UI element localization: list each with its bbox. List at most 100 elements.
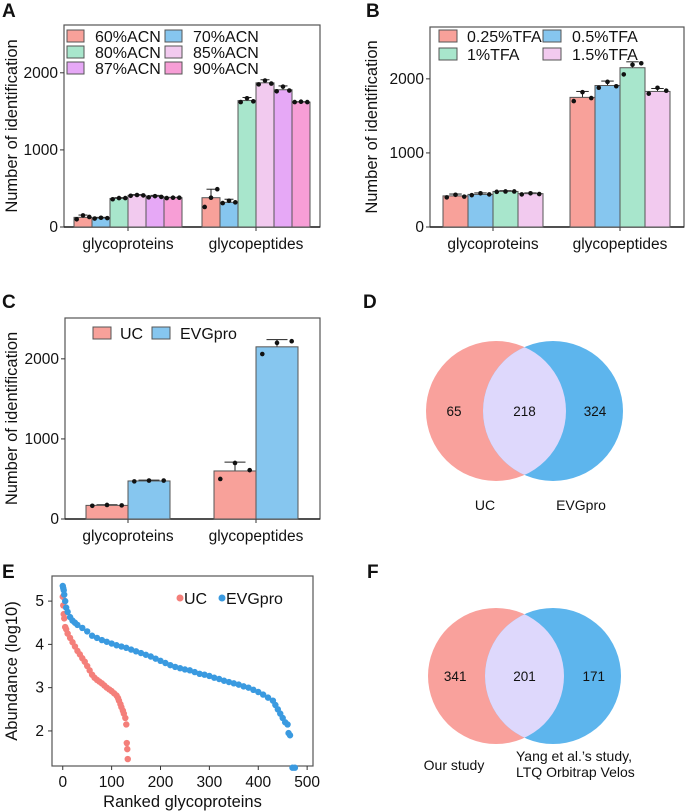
replicate-point: [80, 213, 86, 218]
replicate-point: [119, 503, 124, 508]
data-point: [118, 643, 125, 650]
venn-set-label: UC: [475, 497, 495, 513]
x-tick-label: 200: [148, 774, 174, 791]
replicate-point: [208, 195, 214, 201]
data-point: [61, 615, 68, 622]
replicate-point: [269, 81, 274, 86]
venn-count-right: 324: [584, 404, 607, 419]
replicate-point: [215, 186, 220, 192]
y-axis-label: Number of identification: [3, 332, 21, 505]
replicate-point: [605, 79, 610, 85]
replicate-point: [444, 195, 450, 200]
y-tick-label: 3: [35, 680, 44, 697]
data-point: [259, 691, 267, 698]
data-point: [142, 651, 150, 658]
replicate-point: [134, 192, 140, 198]
bar: [492, 190, 519, 228]
data-point: [225, 678, 233, 686]
legend-label: EVGpro: [180, 326, 237, 343]
chart-a: 0 1000 2000 glycoproteins glycopeptides Numbe…: [3, 24, 321, 253]
legend-label: 1%TFA: [467, 47, 520, 64]
replicate-point: [638, 60, 644, 66]
data-point: [113, 642, 120, 649]
replicate-point: [630, 62, 635, 68]
venn-f: 341 201 171 Our study Yang et al.’s study,LT…: [424, 608, 635, 780]
replicate-point: [511, 189, 517, 194]
bar: [109, 197, 129, 228]
replicate-point: [98, 215, 104, 221]
data-point: [147, 653, 154, 660]
data-point: [206, 672, 213, 680]
legend-swatch: [542, 29, 562, 43]
data-point: [108, 640, 115, 647]
replicate-point: [92, 216, 97, 221]
legend-marker: [176, 594, 184, 602]
replicate-point: [170, 195, 176, 201]
bar: [255, 82, 275, 228]
replicate-point: [146, 195, 151, 200]
replicate-point: [287, 88, 292, 93]
y-tick-label: 0: [50, 511, 59, 528]
bar: [127, 480, 171, 520]
y-axis-label: Number of identification: [363, 40, 381, 213]
data-point: [250, 686, 257, 694]
y-tick-label: 2000: [24, 65, 59, 82]
legend-label: 90%ACN: [193, 61, 259, 78]
legend-swatch: [92, 326, 112, 340]
replicate-point: [146, 478, 152, 483]
data-point: [186, 667, 194, 674]
replicate-point: [161, 478, 166, 483]
bar: [145, 196, 165, 228]
y-tick-label: 5: [35, 593, 44, 610]
data-point: [291, 764, 299, 771]
panel-label-a: A: [2, 1, 16, 22]
replicate-point: [274, 89, 280, 94]
y-tick-label: 4: [35, 636, 44, 653]
bar: [517, 193, 544, 228]
plot-frame: [51, 575, 314, 767]
legend-swatch: [438, 29, 458, 43]
replicate-point: [238, 99, 243, 105]
data-point: [167, 661, 174, 669]
panel-label-c: C: [2, 292, 16, 313]
legend-label: 0.5%TFA: [572, 29, 638, 46]
venn-set-label: EVGpro: [556, 497, 606, 513]
bar: [201, 197, 221, 228]
chart-b: 0 1000 2000 glycoproteins glycopeptides Numbe…: [363, 26, 685, 253]
bar: [273, 89, 293, 228]
x-tick-label: glycopeptides: [573, 236, 668, 253]
bar: [644, 90, 671, 228]
x-tick-label: glycoproteins: [82, 236, 174, 253]
x-tick-label: 100: [99, 774, 125, 791]
venn-overlap: [483, 341, 566, 481]
replicate-point: [110, 196, 115, 202]
replicate-point: [536, 191, 542, 197]
data-point: [122, 714, 129, 722]
data-point: [157, 657, 164, 665]
replicate-point: [256, 82, 262, 87]
replicate-point: [274, 340, 280, 346]
replicate-point: [663, 88, 669, 94]
y-tick-label: 1000: [24, 142, 59, 159]
replicate-point: [159, 194, 164, 200]
venn-set-label: Yang et al.’s study,: [516, 748, 632, 764]
data-point: [98, 636, 106, 644]
legend-swatch: [164, 45, 183, 59]
y-tick-label: 2: [35, 723, 44, 740]
replicate-point: [571, 98, 577, 104]
replicate-point: [588, 95, 594, 101]
bar: [442, 195, 469, 228]
replicate-point: [453, 192, 458, 198]
legend-swatch: [66, 45, 85, 59]
replicate-point: [177, 195, 182, 201]
x-tick-label: glycopeptides: [209, 236, 304, 253]
data-point: [123, 721, 130, 728]
replicate-point: [596, 85, 602, 91]
y-tick-label: 2000: [25, 351, 60, 368]
panel-label-e: E: [2, 562, 15, 583]
y-tick-label: 2000: [390, 71, 425, 88]
panel-label-b: B: [366, 1, 380, 22]
data-point: [191, 668, 198, 676]
data-point: [235, 681, 242, 688]
legend-swatch: [164, 61, 183, 75]
